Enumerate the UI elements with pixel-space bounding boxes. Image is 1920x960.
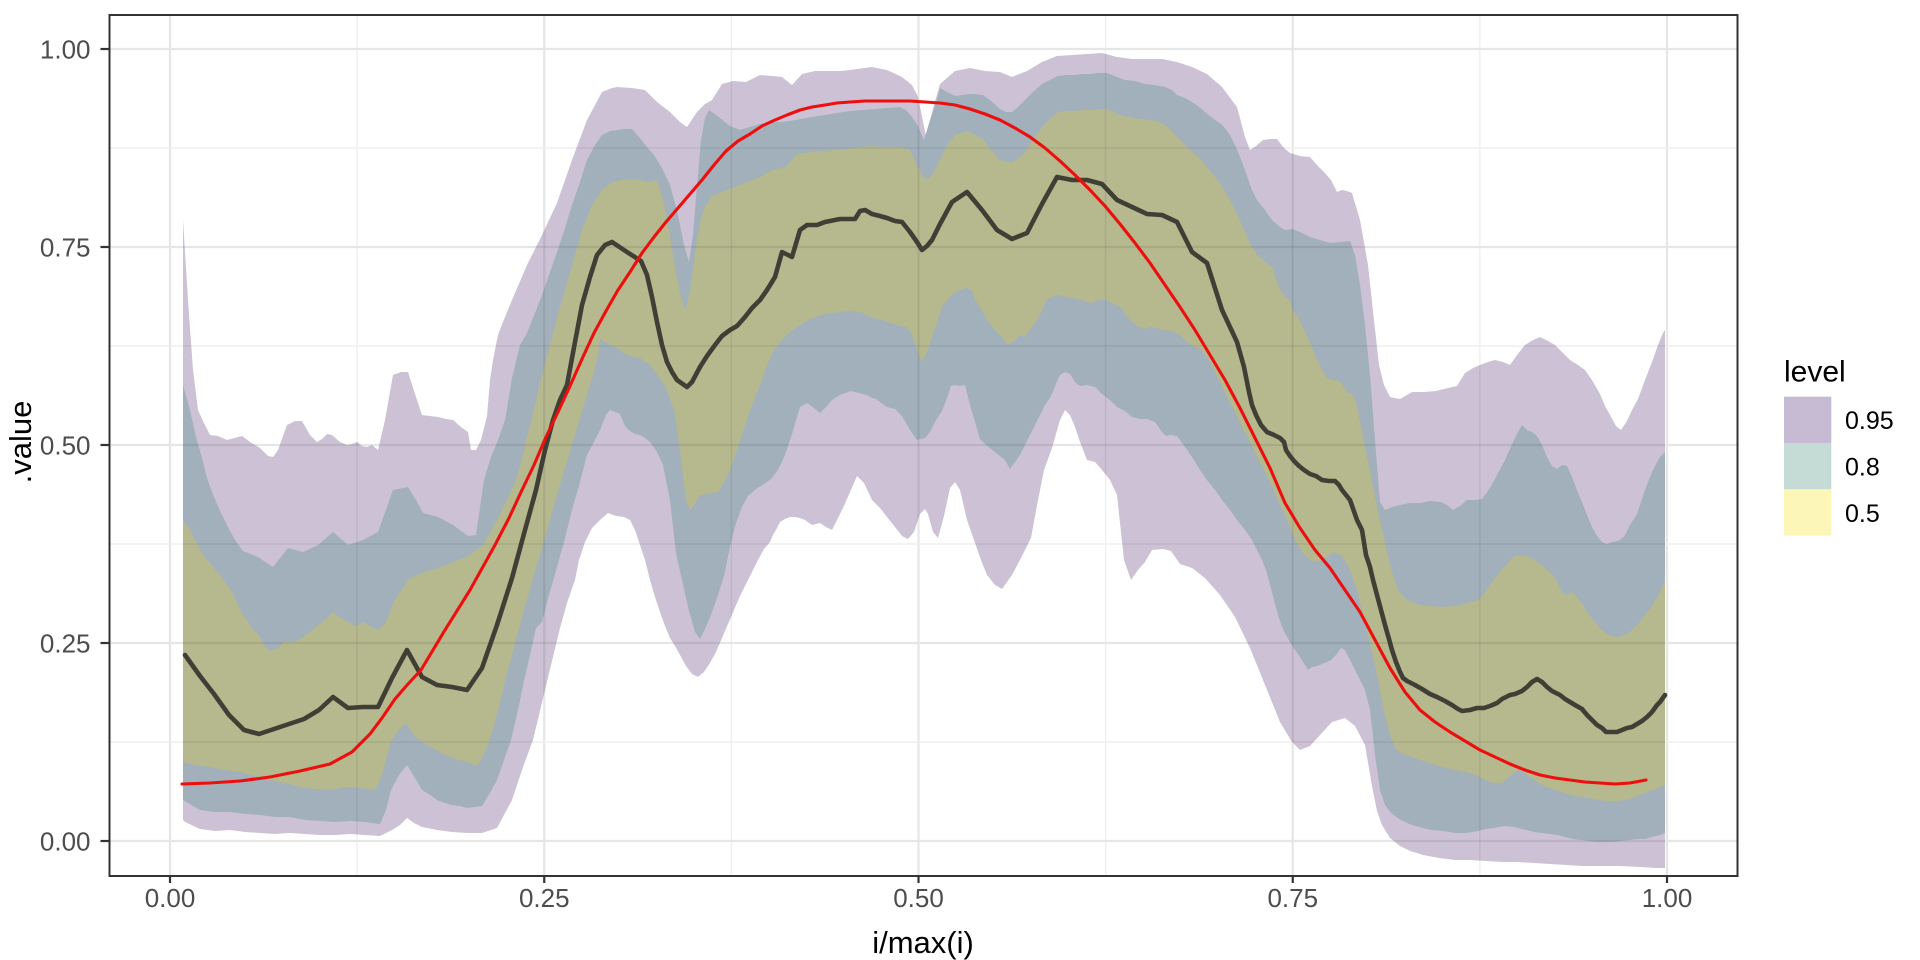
svg-text:0.00: 0.00 [40,826,91,856]
svg-text:0.50: 0.50 [40,430,91,460]
svg-text:0.8: 0.8 [1845,454,1880,482]
svg-text:0.95: 0.95 [1845,407,1894,435]
svg-text:level: level [1784,356,1846,389]
svg-text:0.00: 0.00 [145,883,196,913]
svg-text:0.75: 0.75 [40,232,91,262]
svg-text:i/max(i): i/max(i) [872,925,974,960]
svg-text:.value: .value [3,401,38,484]
svg-text:0.50: 0.50 [893,883,944,913]
svg-text:1.00: 1.00 [40,34,91,64]
svg-text:1.00: 1.00 [1642,883,1693,913]
svg-text:0.25: 0.25 [519,883,570,913]
svg-text:0.25: 0.25 [40,628,91,658]
svg-text:0.75: 0.75 [1267,883,1318,913]
svg-text:0.5: 0.5 [1845,500,1880,528]
